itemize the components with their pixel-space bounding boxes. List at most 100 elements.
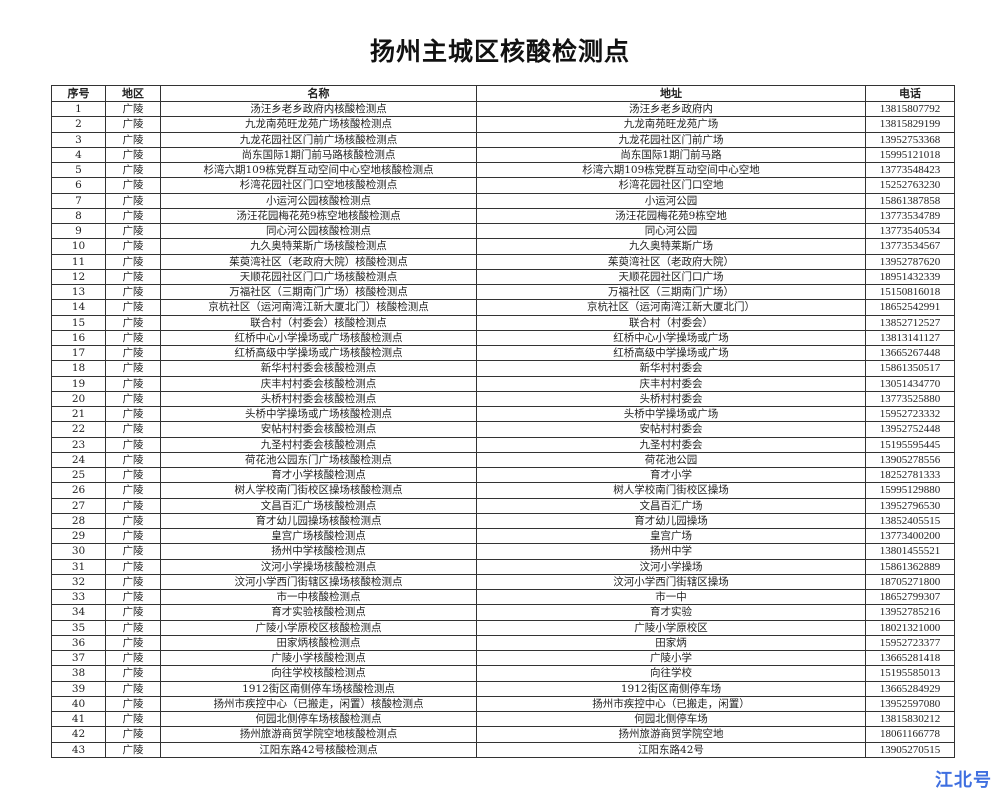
cell-address: 广陵小学 [476, 649, 866, 667]
cell-name: 扬州中学核酸检测点 [160, 543, 477, 560]
cell-name: 扬州旅游商贸学院空地核酸检测点 [160, 726, 477, 743]
cell-phone: 13773534567 [865, 238, 955, 255]
cell-name: 汤汪花园梅花苑9栋空地核酸检测点 [160, 207, 477, 225]
table-row: 25 广陵 育才小学核酸检测点 育才小学 18252781333 [51, 466, 955, 484]
cell-district: 广陵 [105, 665, 161, 682]
cell-no: 39 [51, 680, 106, 697]
cell-phone: 13815829199 [865, 116, 955, 133]
cell-district: 广陵 [105, 619, 161, 636]
cell-district: 广陵 [105, 344, 161, 362]
cell-no: 8 [51, 207, 106, 225]
table-row: 16 广陵 红桥中心小学操场或广场核酸检测点 红桥中心小学操场或广场 138131411… [51, 329, 955, 347]
cell-phone: 15150816018 [865, 283, 955, 301]
cell-district: 广陵 [105, 207, 161, 225]
cell-district: 广陵 [105, 100, 161, 118]
cell-phone: 15195585013 [865, 665, 955, 682]
cell-address: 田家炳 [476, 634, 866, 652]
header-name: 名称 [160, 85, 477, 102]
cell-address: 育才小学 [476, 466, 866, 484]
cell-address: 茱萸湾社区（老政府大院） [476, 253, 866, 270]
cell-no: 11 [51, 253, 106, 270]
cell-address: 何园北侧停车场 [476, 710, 866, 728]
cell-name: 杉湾花园社区门口空地核酸检测点 [160, 177, 477, 194]
table-row: 18 广陵 新华村村委会核酸检测点 新华村村委会 15861350517 [51, 360, 955, 377]
cell-address: 小运河公园 [476, 192, 866, 209]
cell-name: 扬州市疾控中心（已搬走，闲置）核酸检测点 [160, 695, 477, 713]
table-row: 42 广陵 扬州旅游商贸学院空地核酸检测点 扬州旅游商贸学院空地 18061166778 [51, 726, 955, 743]
cell-district: 广陵 [105, 116, 161, 133]
cell-address: 尚东国际1期门前马路 [476, 146, 866, 164]
table-row: 24 广陵 荷花池公园东门广场核酸检测点 荷花池公园 13905278556 [51, 451, 955, 469]
cell-address: 天顺花园社区门口广场 [476, 268, 866, 286]
cell-district: 广陵 [105, 360, 161, 377]
table-row: 10 广陵 九久奥特莱斯广场核酸检测点 九久奥特莱斯广场 13773534567 [51, 238, 955, 255]
cell-district: 广陵 [105, 146, 161, 164]
cell-district: 广陵 [105, 436, 161, 453]
cell-phone: 13801455521 [865, 543, 955, 560]
cell-district: 广陵 [105, 634, 161, 652]
cell-name: 万福社区（三期南门广场）核酸检测点 [160, 283, 477, 301]
table-row: 15 广陵 联合村（村委会）核酸检测点 联合村（村委会） 13852712527 [51, 314, 955, 331]
cell-district: 广陵 [105, 649, 161, 667]
cell-address: 扬州旅游商贸学院空地 [476, 726, 866, 743]
cell-address: 杉湾花园社区门口空地 [476, 177, 866, 194]
cell-address: 文昌百汇广场 [476, 497, 866, 514]
cell-phone: 13852712527 [865, 314, 955, 331]
cell-phone: 13905278556 [865, 451, 955, 469]
table-row: 22 广陵 安帖村村委会核酸检测点 安帖村村委会 13952752448 [51, 421, 955, 438]
cell-no: 5 [51, 161, 106, 179]
cell-district: 广陵 [105, 741, 161, 758]
cell-no: 16 [51, 329, 106, 347]
cell-district: 广陵 [105, 588, 161, 606]
cell-phone: 13952752448 [865, 421, 955, 438]
cell-phone: 13665284929 [865, 680, 955, 697]
cell-district: 广陵 [105, 329, 161, 347]
cell-phone: 13815830212 [865, 710, 955, 728]
cell-name: 市一中核酸检测点 [160, 588, 477, 606]
cell-district: 广陵 [105, 466, 161, 484]
cell-phone: 13773400200 [865, 527, 955, 545]
cell-no: 14 [51, 299, 106, 316]
table-row: 28 广陵 育才幼儿园操场核酸检测点 育才幼儿园操场 13852405515 [51, 512, 955, 530]
table-row: 3 广陵 九龙花园社区门前广场核酸检测点 九龙花园社区门前广场 13952753368 [51, 131, 955, 148]
cell-address: 新华村村委会 [476, 360, 866, 377]
cell-name: 育才幼儿园操场核酸检测点 [160, 512, 477, 530]
cell-no: 26 [51, 482, 106, 499]
cell-address: 九龙花园社区门前广场 [476, 131, 866, 148]
table-row: 35 广陵 广陵小学原校区核酸检测点 广陵小学原校区 18021321000 [51, 619, 955, 636]
cell-district: 广陵 [105, 710, 161, 728]
cell-no: 3 [51, 131, 106, 148]
cell-district: 广陵 [105, 299, 161, 316]
table-row: 7 广陵 小运河公园核酸检测点 小运河公园 15861387858 [51, 192, 955, 209]
cell-phone: 15861350517 [865, 360, 955, 377]
cell-district: 广陵 [105, 497, 161, 514]
table-row: 8 广陵 汤汪花园梅花苑9栋空地核酸检测点 汤汪花园梅花苑9栋空地 1377353478… [51, 207, 955, 225]
table-row: 20 广陵 头桥村村委会核酸检测点 头桥村村委会 13773525880 [51, 390, 955, 408]
cell-no: 35 [51, 619, 106, 636]
cell-phone: 13773525880 [865, 390, 955, 408]
cell-no: 29 [51, 527, 106, 545]
cell-no: 27 [51, 497, 106, 514]
header-address: 地址 [476, 85, 866, 102]
header-phone: 电话 [865, 85, 955, 102]
cell-name: 京杭社区（运河南湾江新大厦北门）核酸检测点 [160, 299, 477, 316]
cell-district: 广陵 [105, 131, 161, 148]
cell-name: 新华村村委会核酸检测点 [160, 360, 477, 377]
table-row: 31 广陵 汶河小学操场核酸检测点 汶河小学操场 15861362889 [51, 558, 955, 575]
cell-name: 天顺花园社区门口广场核酸检测点 [160, 268, 477, 286]
cell-address: 市一中 [476, 588, 866, 606]
cell-phone: 15995121018 [865, 146, 955, 164]
cell-name: 头桥村村委会核酸检测点 [160, 390, 477, 408]
table-row: 14 广陵 京杭社区（运河南湾江新大厦北门）核酸检测点 京杭社区（运河南湾江新大厦北门… [51, 299, 955, 316]
watermark-logo: 江北号 [935, 770, 992, 791]
cell-name: 文昌百汇广场核酸检测点 [160, 497, 477, 514]
cell-address: 育才实验 [476, 604, 866, 621]
cell-phone: 13952753368 [865, 131, 955, 148]
table-row: 12 广陵 天顺花园社区门口广场核酸检测点 天顺花园社区门口广场 18951432339 [51, 268, 955, 286]
table-row: 19 广陵 庆丰村村委会核酸检测点 庆丰村村委会 13051434770 [51, 375, 955, 392]
cell-district: 广陵 [105, 726, 161, 743]
table-row: 33 广陵 市一中核酸检测点 市一中 18652799307 [51, 588, 955, 606]
table-row: 11 广陵 茱萸湾社区（老政府大院）核酸检测点 茱萸湾社区（老政府大院） 1395278… [51, 253, 955, 270]
cell-district: 广陵 [105, 573, 161, 591]
cell-address: 江阳东路42号 [476, 741, 866, 758]
